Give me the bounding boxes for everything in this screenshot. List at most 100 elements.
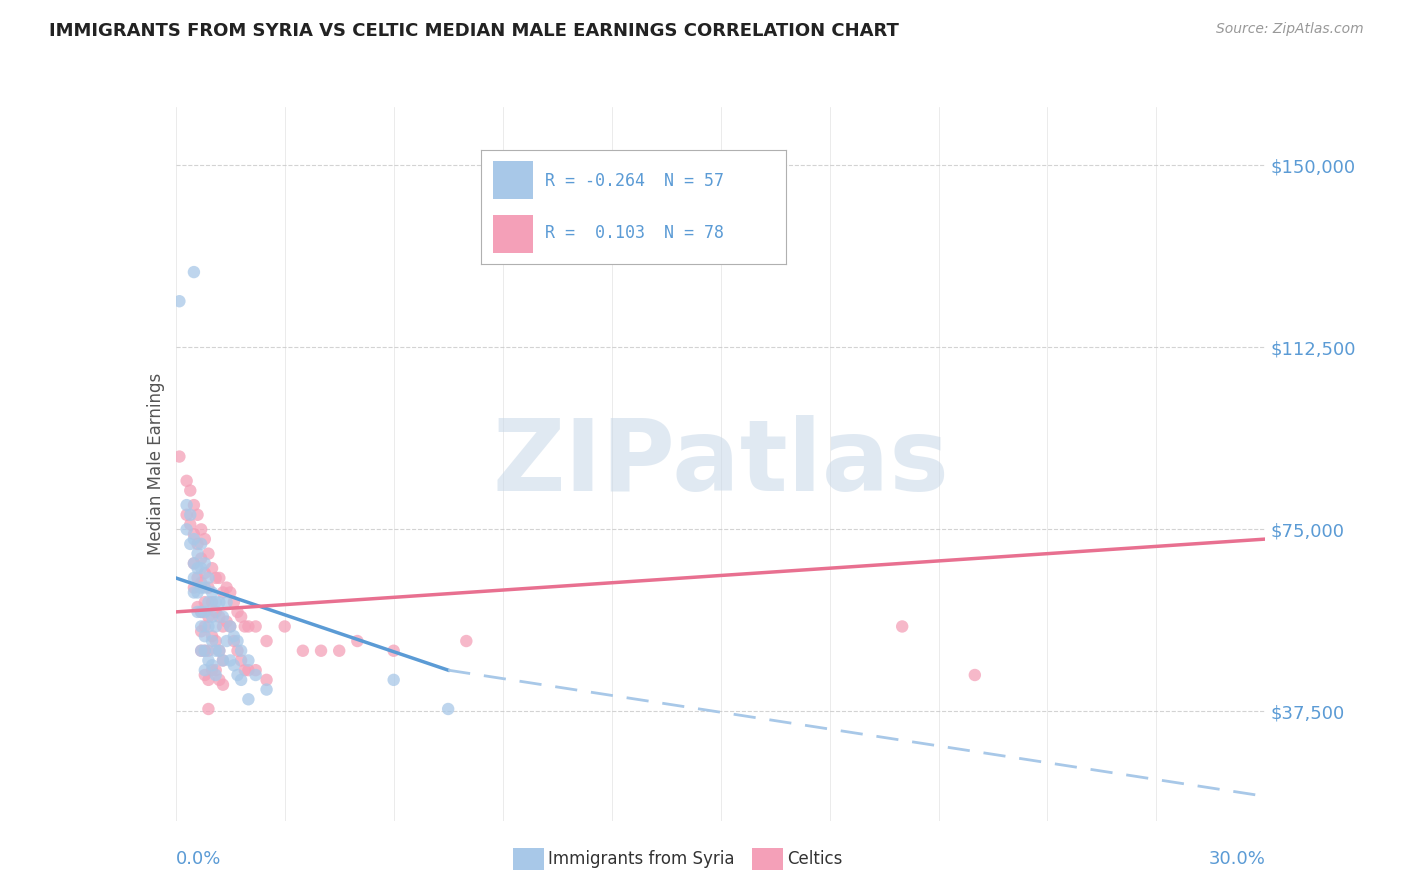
Point xyxy=(222,634,245,648)
Point xyxy=(222,629,245,643)
Point xyxy=(309,644,332,658)
Point xyxy=(183,532,205,546)
Point xyxy=(179,517,201,532)
Point xyxy=(231,673,253,687)
Point xyxy=(222,595,245,609)
Point xyxy=(204,571,226,585)
Point xyxy=(208,673,231,687)
Point xyxy=(197,595,219,609)
Point xyxy=(183,571,205,585)
Point xyxy=(274,619,297,633)
Point xyxy=(190,551,212,566)
Point xyxy=(197,673,219,687)
Text: Immigrants from Syria: Immigrants from Syria xyxy=(548,850,735,868)
Point xyxy=(197,702,219,716)
Point xyxy=(222,658,245,673)
Point xyxy=(212,653,235,667)
Point xyxy=(204,644,226,658)
Point xyxy=(183,557,205,571)
Point xyxy=(204,663,226,677)
Point xyxy=(183,265,205,279)
Point xyxy=(208,609,231,624)
Point xyxy=(208,571,231,585)
Point xyxy=(186,600,209,615)
Point xyxy=(256,673,278,687)
Point xyxy=(208,595,231,609)
Text: IMMIGRANTS FROM SYRIA VS CELTIC MEDIAN MALE EARNINGS CORRELATION CHART: IMMIGRANTS FROM SYRIA VS CELTIC MEDIAN M… xyxy=(49,22,898,40)
Point xyxy=(179,537,201,551)
Point xyxy=(256,634,278,648)
Point xyxy=(194,566,217,580)
Point xyxy=(226,668,249,682)
Point xyxy=(186,605,209,619)
Text: Celtics: Celtics xyxy=(787,850,842,868)
Text: ZIPatlas: ZIPatlas xyxy=(492,416,949,512)
Point xyxy=(179,483,201,498)
Point xyxy=(212,678,235,692)
Point xyxy=(194,532,217,546)
Point xyxy=(197,571,219,585)
Point xyxy=(328,644,350,658)
Point xyxy=(194,557,217,571)
Point xyxy=(179,508,201,522)
Point xyxy=(201,658,224,673)
Point xyxy=(208,644,231,658)
Point xyxy=(245,619,267,633)
Point xyxy=(190,522,212,536)
Point xyxy=(183,585,205,599)
Point xyxy=(963,668,986,682)
Point xyxy=(233,619,256,633)
Point xyxy=(190,581,212,595)
Point xyxy=(197,547,219,561)
Point xyxy=(190,575,212,590)
Point xyxy=(456,634,478,648)
Point xyxy=(183,527,205,541)
Point xyxy=(194,663,217,677)
Point xyxy=(197,653,219,667)
Point xyxy=(169,450,191,464)
Point xyxy=(197,581,219,595)
Point xyxy=(190,605,212,619)
Y-axis label: Median Male Earnings: Median Male Earnings xyxy=(146,373,165,555)
Point xyxy=(219,619,242,633)
Point xyxy=(197,609,219,624)
Point xyxy=(194,668,217,682)
Point xyxy=(219,585,242,599)
Point xyxy=(194,581,217,595)
Point xyxy=(215,615,238,629)
Point xyxy=(245,668,267,682)
Point xyxy=(186,537,209,551)
Point xyxy=(186,561,209,575)
Point xyxy=(891,619,914,633)
Point xyxy=(201,595,224,609)
Point xyxy=(233,663,256,677)
Point xyxy=(208,644,231,658)
Point xyxy=(194,629,217,643)
Point xyxy=(204,605,226,619)
Point xyxy=(437,702,460,716)
Point xyxy=(190,537,212,551)
Point xyxy=(204,668,226,682)
Point xyxy=(382,644,405,658)
Point xyxy=(190,619,212,633)
Point xyxy=(346,634,368,648)
Point xyxy=(197,644,219,658)
Point xyxy=(238,653,260,667)
Point xyxy=(204,634,226,648)
Point xyxy=(204,619,226,633)
Point xyxy=(201,663,224,677)
Text: Source: ZipAtlas.com: Source: ZipAtlas.com xyxy=(1216,22,1364,37)
Point xyxy=(201,634,224,648)
Point xyxy=(176,508,198,522)
Point xyxy=(190,644,212,658)
Point xyxy=(186,508,209,522)
Point xyxy=(183,498,205,512)
Point xyxy=(190,605,212,619)
Point xyxy=(215,581,238,595)
Point xyxy=(245,663,267,677)
Point xyxy=(186,585,209,599)
Text: 30.0%: 30.0% xyxy=(1209,850,1265,868)
Point xyxy=(176,498,198,512)
Point xyxy=(238,619,260,633)
Point xyxy=(201,561,224,575)
